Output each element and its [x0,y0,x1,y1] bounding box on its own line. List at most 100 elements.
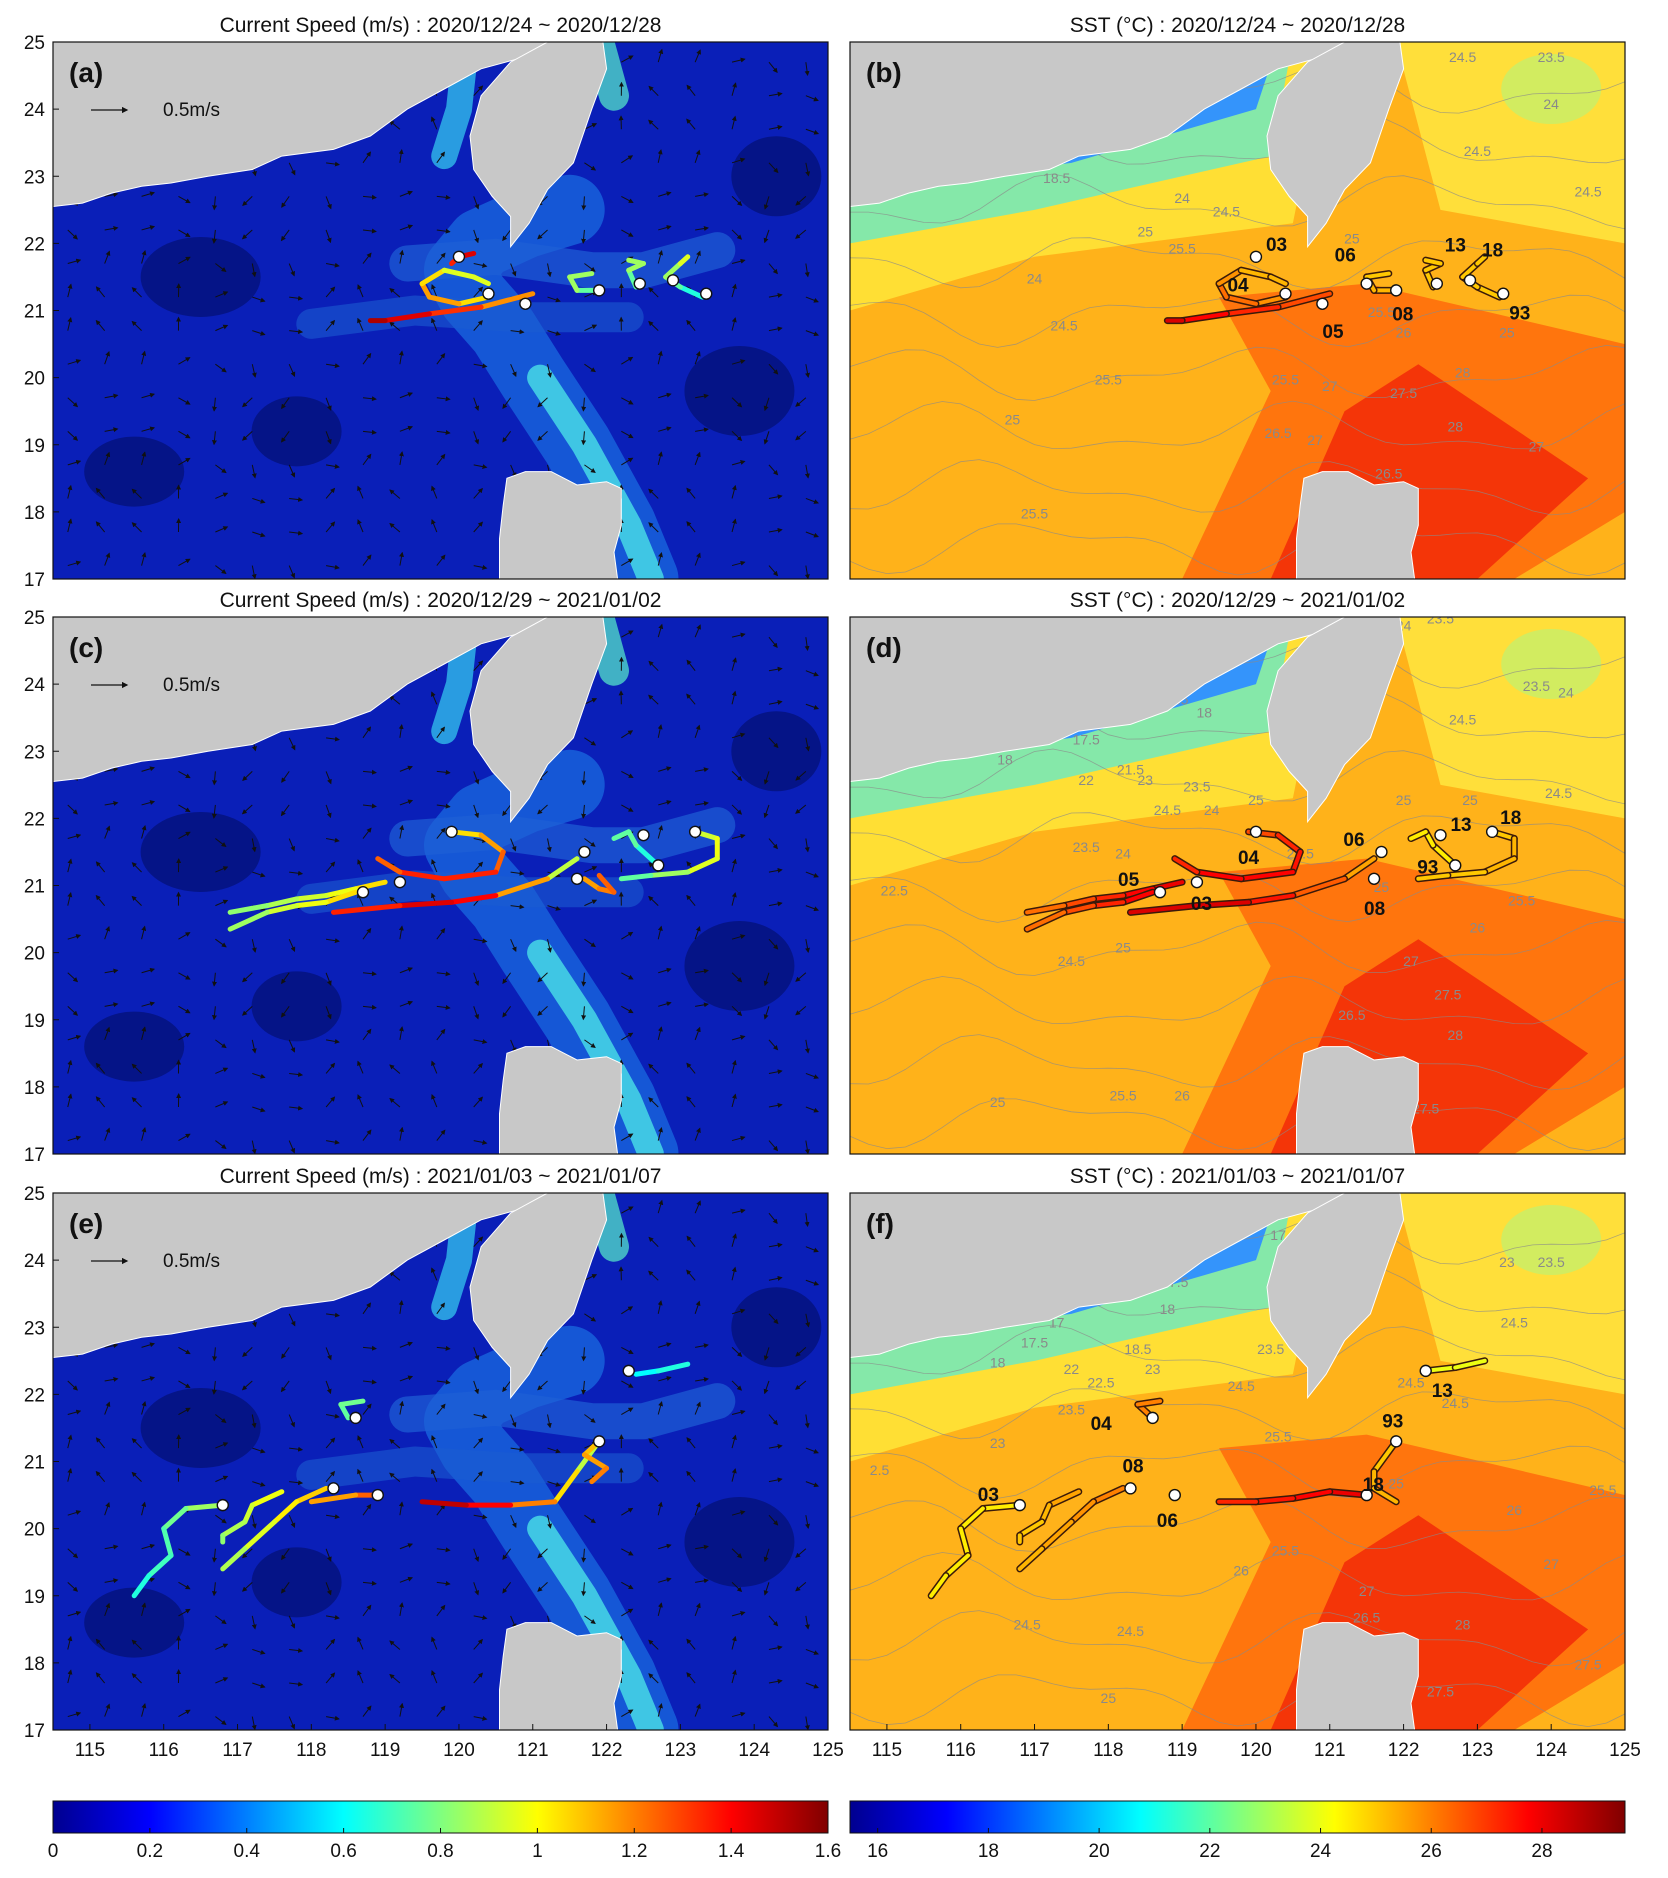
current-vector [436,1504,446,1516]
drifter-track-segment [493,849,506,875]
current-vector [731,1380,743,1391]
current-vector [281,1548,290,1561]
buoy-label: 04 [1238,848,1260,869]
drifter-track-segment [1017,1519,1044,1538]
current-vector [242,1347,253,1358]
isotherm-label: 25 [1388,1475,1404,1491]
isotherm-label: 24.5 [1050,318,1077,334]
current-vector [795,1380,807,1390]
current-vector [731,657,737,671]
current-vector [178,804,191,813]
current-vector [212,771,218,786]
current-vector [326,1514,340,1520]
current-vector [686,1235,696,1248]
x-tick-label: 120 [443,1740,475,1761]
x-tick-label: 119 [370,1740,400,1761]
drifter-track-segment [1172,856,1199,875]
current-vector [648,1471,659,1482]
drifter-track-segment [581,1452,610,1471]
current-vector [178,430,191,439]
drifter-track-segment [1268,274,1288,286]
current-vector [95,1638,106,1650]
current-vector [215,1643,229,1650]
isotherm-label: 26.5 [1353,1610,1380,1626]
current-vector [67,317,73,331]
current-vector [502,431,512,443]
current-vector [252,1072,266,1079]
current-vector [141,1127,147,1141]
current-vector [584,938,596,948]
current-vector [731,57,746,63]
panel-letter: (a) [69,57,103,88]
colorbar-tick-label: 26 [1421,1841,1442,1862]
drifter-track-segment [264,896,300,909]
current-vector [215,866,229,873]
drifter-buoy-marker [666,274,680,287]
buoy-label: 93 [1382,1411,1403,1432]
current-vector [178,770,191,779]
current-vector [67,972,79,983]
current-vector [731,732,746,739]
current-vector [686,1269,696,1281]
current-vector [763,1548,770,1563]
current-vector [215,938,227,948]
current-vector [67,1380,78,1391]
current-vector [658,766,672,772]
current-vector [805,364,810,378]
drifter-track-segment [1372,1486,1399,1504]
isotherm-label: 27 [1359,1583,1375,1599]
x-tick-label: 118 [296,1740,326,1761]
drifter-track-segment [1290,849,1303,875]
isotherm-line [850,1388,1625,1441]
current-vector [731,632,746,638]
current-vector [104,1002,119,1008]
current-vector [473,837,488,843]
drifter-track-segment [552,1469,580,1505]
current-vector [399,551,404,566]
land-luzon [1296,1622,1419,1730]
current-vector [251,263,257,278]
drifter-track-segment [1276,833,1303,854]
current-vector [805,1515,810,1529]
current-vector [362,252,372,264]
drifter-track-segment [493,876,551,899]
current-vector [325,861,336,873]
current-vector [657,1127,663,1141]
current-vector [95,1437,106,1449]
drifter-track-segment [242,1502,255,1525]
current-vector [436,1379,451,1385]
current-vector [326,837,340,843]
isotherm-line [850,1034,1625,1091]
current-vector [502,229,512,242]
current-vector [398,148,404,163]
current-vector [686,319,696,331]
y-tick-label: 22 [24,1385,45,1406]
isotherm-label: 25.5 [1169,240,1196,256]
panel-letter: (e) [69,1208,103,1239]
current-vector [547,905,561,911]
current-vector [510,1414,517,1428]
current-vector [389,1438,401,1449]
current-vector [621,770,634,778]
isotherm-label: 22 [1078,772,1094,788]
current-vector [473,861,484,873]
isotherm-label: 27.5 [1390,385,1417,401]
drifter-track-segment [958,1526,971,1558]
current-vector [325,1437,336,1449]
current-vector [694,1200,701,1214]
current-vector [547,296,561,303]
isotherm-label: 23.5 [1427,611,1454,627]
y-tick-label: 19 [24,436,45,457]
current-vector [795,229,807,239]
current-vector [178,195,191,204]
isotherm-label: 25 [1101,1690,1117,1706]
current-vector [215,526,229,533]
isotherm-line [850,869,1625,923]
drifter-track-segment [943,1553,971,1578]
drifter-track-segment [1475,285,1502,300]
buoy-label: 93 [1417,857,1438,878]
current-vector [67,892,73,906]
current-vector [473,1582,480,1596]
current-vector [67,459,82,466]
isotherm-label: 23.5 [1058,1402,1085,1418]
